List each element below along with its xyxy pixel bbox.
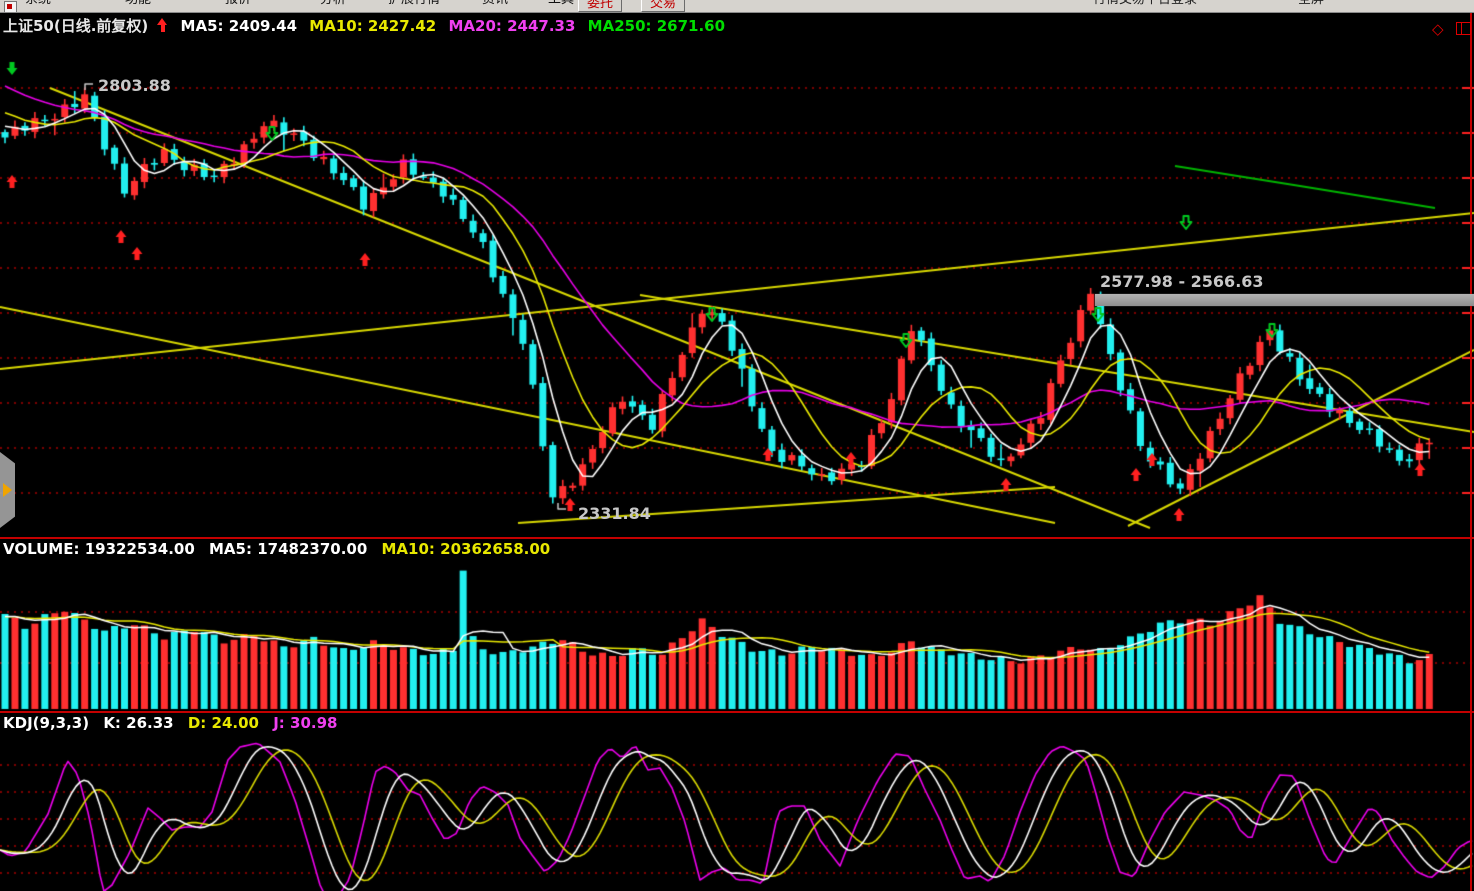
pane-separator <box>0 537 1474 539</box>
low-price-label: 2331.84 <box>578 504 651 523</box>
left-drawer-handle[interactable] <box>0 452 15 528</box>
menu-item[interactable]: 工具 <box>548 0 574 6</box>
pane-right-border <box>1470 13 1472 891</box>
broker-button[interactable]: 交易 <box>641 0 686 12</box>
volume-chart-canvas[interactable] <box>0 539 1474 711</box>
diamond-icon[interactable]: ◇ <box>1432 20 1444 38</box>
gap-zone-band <box>1095 294 1474 306</box>
pane-separator <box>0 711 1474 713</box>
app-icon[interactable] <box>4 1 17 12</box>
ma10-readout: MA10: 2427.42 <box>309 17 437 35</box>
gap-range-label: 2577.98 - 2566.63 <box>1100 272 1264 291</box>
kdj-k-readout: K: 26.33 <box>103 714 174 732</box>
menu-item[interactable]: 分析 <box>320 0 346 6</box>
corner-icons: ◇ <box>1432 20 1471 38</box>
chart-title-row: 上证50(日线.前复权) MA5: 2409.44 MA10: 2427.42 … <box>3 15 732 36</box>
volume-ma5-readout: MA5: 17482370.00 <box>209 540 368 558</box>
symbol-title: 上证50(日线.前复权) <box>3 17 149 35</box>
expand-arrow-icon <box>3 483 12 497</box>
kdj-chart-canvas[interactable] <box>0 713 1474 891</box>
broker-button[interactable]: 委托 <box>578 0 623 12</box>
kdj-d-readout: D: 24.00 <box>187 714 259 732</box>
split-window-icon[interactable] <box>1456 22 1471 35</box>
menu-item[interactable]: 扩展行情 <box>388 0 440 6</box>
ma250-readout: MA250: 2671.60 <box>587 17 726 35</box>
main-chart-canvas[interactable] <box>0 13 1474 537</box>
volume-ma10-readout: MA10: 20362658.00 <box>381 540 551 558</box>
kdj-name: KDJ(9,3,3) <box>3 714 90 732</box>
menu-right-item[interactable]: 行情交易平台登录 <box>1093 0 1197 6</box>
volume-readout: VOLUME: 19322534.00 <box>3 540 195 558</box>
menu-item[interactable]: 系统 <box>25 0 51 6</box>
high-price-label: 2803.88 <box>98 76 171 95</box>
menu-item[interactable]: 功能 <box>125 0 151 6</box>
menu-item[interactable]: 资讯 <box>482 0 508 6</box>
up-arrow-icon <box>157 18 168 33</box>
kdj-j-readout: J: 30.98 <box>273 714 338 732</box>
menu-item[interactable]: 报价 <box>225 0 251 6</box>
kdj-header: KDJ(9,3,3) K: 26.33 D: 24.00 J: 30.98 <box>3 714 346 732</box>
menu-bar: 系统 功能 报价 分析 扩展行情 资讯 工具委托 交易 行情交易平台登录 全屏 <box>0 0 1474 13</box>
volume-header: VOLUME: 19322534.00 MA5: 17482370.00 MA1… <box>3 540 559 558</box>
ma5-readout: MA5: 2409.44 <box>180 17 298 35</box>
ma20-readout: MA20: 2447.33 <box>448 17 576 35</box>
menu-right-item[interactable]: 全屏 <box>1298 0 1324 6</box>
